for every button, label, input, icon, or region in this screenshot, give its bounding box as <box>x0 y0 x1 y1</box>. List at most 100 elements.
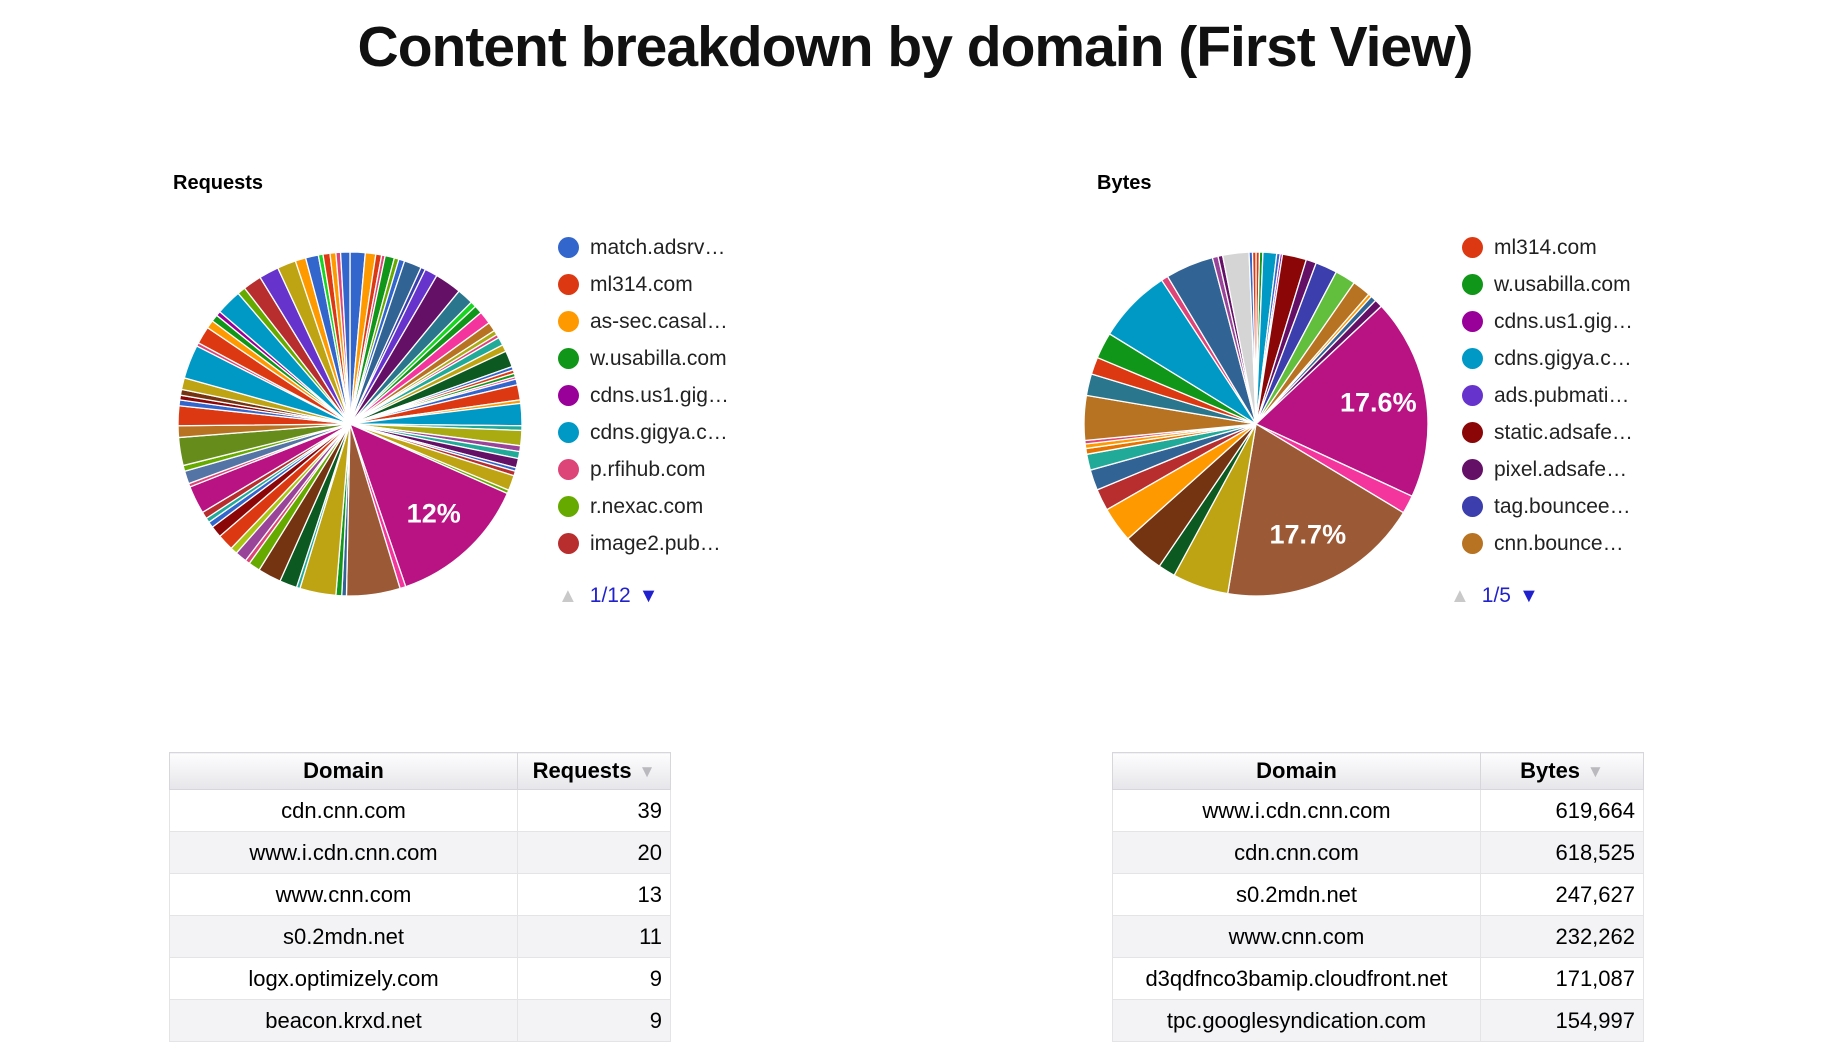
value-cell: 39 <box>517 789 671 832</box>
pie-percent-label: 17.7% <box>1270 520 1347 550</box>
requests-section-heading: Requests <box>173 172 264 194</box>
legend-label: cdns.us1.gig… <box>1494 309 1633 333</box>
legend-item[interactable]: ml314.com <box>1462 229 1633 266</box>
requests-column-header[interactable]: Requests ▼ <box>517 752 671 790</box>
legend-page-down-icon[interactable]: ▼ <box>638 584 659 607</box>
domain-cell: s0.2mdn.net <box>169 915 518 958</box>
domain-cell: s0.2mdn.net <box>1112 873 1481 916</box>
sort-desc-icon: ▼ <box>1587 762 1604 781</box>
legend-label: match.adsrv… <box>590 235 726 259</box>
value-cell: 9 <box>517 957 671 1000</box>
legend-item[interactable]: pixel.adsafe… <box>1462 451 1633 488</box>
legend-swatch-icon <box>1462 533 1483 554</box>
legend-item[interactable]: p.rfihub.com <box>558 451 729 488</box>
legend-swatch-icon <box>558 385 579 406</box>
legend-label: image2.pub… <box>590 531 721 555</box>
legend-item[interactable]: cdns.gigya.c… <box>558 414 729 451</box>
legend-item[interactable]: ml314.com <box>558 266 729 303</box>
legend-swatch-icon <box>558 348 579 369</box>
bytes-table-body: www.i.cdn.cnn.com 619,664 cdn.cnn.com 618,5… <box>1112 789 1644 1042</box>
table-row[interactable]: s0.2mdn.net 11 <box>169 915 671 958</box>
table-row[interactable]: tpc.googlesyndication.com 154,997 <box>1112 999 1644 1042</box>
legend-label: tag.bouncee… <box>1494 494 1631 518</box>
pie-slice[interactable] <box>339 251 351 425</box>
pie-slice[interactable] <box>348 422 509 588</box>
legend-label: ads.pubmati… <box>1494 383 1630 407</box>
legend-item[interactable]: static.adsafe… <box>1462 414 1633 451</box>
table-row[interactable]: www.i.cdn.cnn.com 20 <box>169 831 671 874</box>
legend-item[interactable]: cdns.gigya.c… <box>1462 340 1633 377</box>
domain-column-label: Domain <box>303 758 384 783</box>
page-title: Content breakdown by domain (First View) <box>357 15 1474 79</box>
legend-swatch-icon <box>558 237 579 258</box>
bytes-column-header[interactable]: Bytes ▼ <box>1480 752 1644 790</box>
legend-swatch-icon <box>1462 385 1483 406</box>
legend-item[interactable]: r.nexac.com <box>558 488 729 525</box>
legend-item[interactable]: w.usabilla.com <box>558 340 729 377</box>
table-row[interactable]: beacon.krxd.net 9 <box>169 999 671 1042</box>
requests-table-header-row: Domain Requests ▼ <box>169 752 671 790</box>
value-cell: 247,627 <box>1480 873 1644 916</box>
table-row[interactable]: cdn.cnn.com 618,525 <box>1112 831 1644 874</box>
legend-label: static.adsafe… <box>1494 420 1633 444</box>
legend-item[interactable]: cdns.us1.gig… <box>1462 303 1633 340</box>
value-cell: 619,664 <box>1480 789 1644 832</box>
legend-item[interactable]: image2.pub… <box>558 525 729 562</box>
legend-swatch-icon <box>1462 274 1483 295</box>
domain-cell: logx.optimizely.com <box>169 957 518 1000</box>
legend-label: cdns.us1.gig… <box>590 383 729 407</box>
requests-legend-pager: ▲ 1/12 ▼ <box>558 581 658 611</box>
legend-label: cdns.gigya.c… <box>590 420 728 444</box>
legend-item[interactable]: w.usabilla.com <box>1462 266 1633 303</box>
legend-page-up-icon[interactable]: ▲ <box>1450 584 1470 607</box>
domain-column-header[interactable]: Domain <box>169 752 518 790</box>
table-row[interactable]: s0.2mdn.net 247,627 <box>1112 873 1644 916</box>
legend-page-label: 1/5 <box>1481 584 1511 607</box>
requests-legend: match.adsrv… ml314.com as-sec.casal… w.usab… <box>558 229 729 562</box>
value-cell: 171,087 <box>1480 957 1644 1000</box>
legend-item[interactable]: as-sec.casal… <box>558 303 729 340</box>
pie-slice[interactable] <box>1254 305 1429 498</box>
domain-column-header[interactable]: Domain <box>1112 752 1481 790</box>
legend-label: pixel.adsafe… <box>1494 457 1628 481</box>
domain-cell: d3qdfnco3bamip.cloudfront.net <box>1112 957 1481 1000</box>
pie-slice[interactable] <box>1226 422 1405 597</box>
legend-item[interactable]: ads.pubmati… <box>1462 377 1633 414</box>
legend-label: ml314.com <box>590 272 693 296</box>
bytes-section-heading: Bytes <box>1097 172 1152 194</box>
bytes-pie-chart[interactable]: 17.6% 17.7% <box>1078 246 1434 602</box>
legend-swatch-icon <box>558 459 579 480</box>
legend-swatch-icon <box>1462 496 1483 517</box>
requests-table: Domain Requests ▼ cdn.cnn.com 39 www.i.cdn.… <box>169 752 671 1042</box>
legend-item[interactable]: match.adsrv… <box>558 229 729 266</box>
table-row[interactable]: logx.optimizely.com 9 <box>169 957 671 1000</box>
pie-percent-label: 12% <box>407 498 461 528</box>
value-cell: 11 <box>517 915 671 958</box>
value-cell: 154,997 <box>1480 999 1644 1042</box>
legend-item[interactable]: tag.bouncee… <box>1462 488 1633 525</box>
legend-page-up-icon[interactable]: ▲ <box>558 584 578 607</box>
legend-item[interactable]: cnn.bounce… <box>1462 525 1633 562</box>
pie-slice[interactable] <box>1251 251 1257 425</box>
domain-cell: www.cnn.com <box>169 873 518 916</box>
domain-cell: cdn.cnn.com <box>169 789 518 832</box>
table-row[interactable]: www.i.cdn.cnn.com 619,664 <box>1112 789 1644 832</box>
legend-swatch-icon <box>558 496 579 517</box>
legend-label: cdns.gigya.c… <box>1494 346 1632 370</box>
domain-cell: tpc.googlesyndication.com <box>1112 999 1481 1042</box>
legend-item[interactable]: cdns.us1.gig… <box>558 377 729 414</box>
table-row[interactable]: d3qdfnco3bamip.cloudfront.net 171,087 <box>1112 957 1644 1000</box>
legend-label: cnn.bounce… <box>1494 531 1624 555</box>
legend-page-down-icon[interactable]: ▼ <box>1519 584 1539 607</box>
table-row[interactable]: www.cnn.com 232,262 <box>1112 915 1644 958</box>
table-row[interactable]: www.cnn.com 13 <box>169 873 671 916</box>
requests-column-label: Requests <box>532 758 632 783</box>
legend-label: as-sec.casal… <box>590 309 728 333</box>
value-cell: 618,525 <box>1480 831 1644 874</box>
requests-pie-chart[interactable]: 12% <box>172 246 528 602</box>
legend-swatch-icon <box>558 274 579 295</box>
legend-label: w.usabilla.com <box>1494 272 1631 296</box>
table-row[interactable]: cdn.cnn.com 39 <box>169 789 671 832</box>
legend-label: p.rfihub.com <box>590 457 706 481</box>
